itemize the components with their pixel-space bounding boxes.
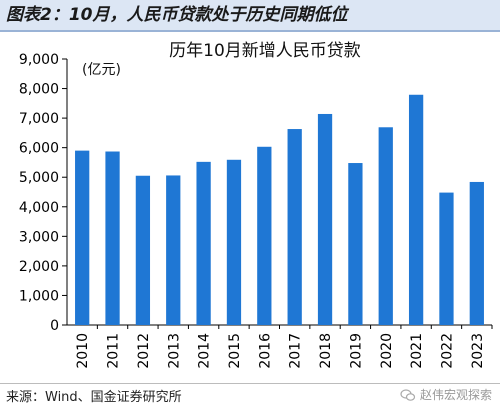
x-tick-label: 2017	[288, 333, 304, 369]
x-tick-label: 2016	[257, 333, 273, 369]
bar-2012	[135, 175, 151, 325]
x-tick-label: 2014	[197, 333, 213, 369]
y-tick-label: 8,000	[19, 82, 59, 98]
bar-2021	[408, 94, 424, 325]
chart-title: 历年10月新增人民币贷款	[169, 41, 361, 61]
y-tick-label: 7,000	[19, 111, 59, 127]
y-tick-label: 4,000	[19, 200, 59, 216]
y-tick-label: 9,000	[19, 52, 59, 68]
x-tick-label: 2012	[136, 333, 152, 369]
wechat-icon	[400, 388, 416, 401]
bar-2020	[378, 127, 393, 325]
x-tick-label: 2021	[409, 333, 425, 369]
y-tick-label: 6,000	[19, 141, 59, 157]
bar-2016	[257, 146, 272, 325]
bar-2011	[105, 151, 120, 325]
x-tick-label: 2010	[75, 333, 91, 369]
watermark-text: 赵伟宏观探索	[419, 388, 492, 402]
axis-layer	[62, 58, 493, 329]
y-tick-label: 2,000	[19, 259, 59, 275]
unit-label: (亿元)	[82, 62, 121, 78]
x-tick-label: 2018	[318, 333, 334, 369]
figure-title: 图表2：10月，人民币贷款处于历史同期低位	[0, 0, 500, 30]
y-tick-label: 0	[50, 318, 59, 334]
bar-chart: 0 1,000 2,000 3,000 4,000 5,000 6,000 7,000 8,00…	[19, 41, 493, 369]
source-note: 来源：Wind、国金证券研究所	[6, 390, 182, 405]
bar-2013	[166, 175, 181, 325]
labels-layer: 0 1,000 2,000 3,000 4,000 5,000 6,000 7,000 8,00…	[19, 52, 486, 369]
x-tick-label: 2015	[227, 333, 243, 369]
bar-2018	[317, 113, 333, 326]
bar-2017	[287, 129, 302, 325]
x-tick-label: 2020	[379, 333, 395, 369]
title-rule	[0, 30, 500, 32]
x-tick-label: 2019	[348, 333, 364, 369]
bars-layer	[75, 94, 484, 326]
y-tick-label: 1,000	[19, 288, 59, 304]
y-tick-label: 3,000	[19, 229, 59, 245]
bar-2022	[439, 192, 454, 325]
x-tick-label: 2013	[166, 333, 182, 369]
y-tick-label: 5,000	[19, 170, 59, 186]
x-tick-label: 2023	[470, 333, 486, 369]
x-tick-label: 2022	[439, 333, 455, 369]
x-tick-label: 2011	[106, 333, 122, 369]
watermark: 赵伟宏观探索	[400, 386, 492, 403]
bar-2014	[196, 161, 211, 325]
footer-rule	[0, 383, 500, 384]
bar-2019	[348, 163, 363, 325]
bar-2023	[469, 181, 484, 325]
bar-2010	[75, 150, 90, 325]
bar-2015	[226, 159, 242, 325]
